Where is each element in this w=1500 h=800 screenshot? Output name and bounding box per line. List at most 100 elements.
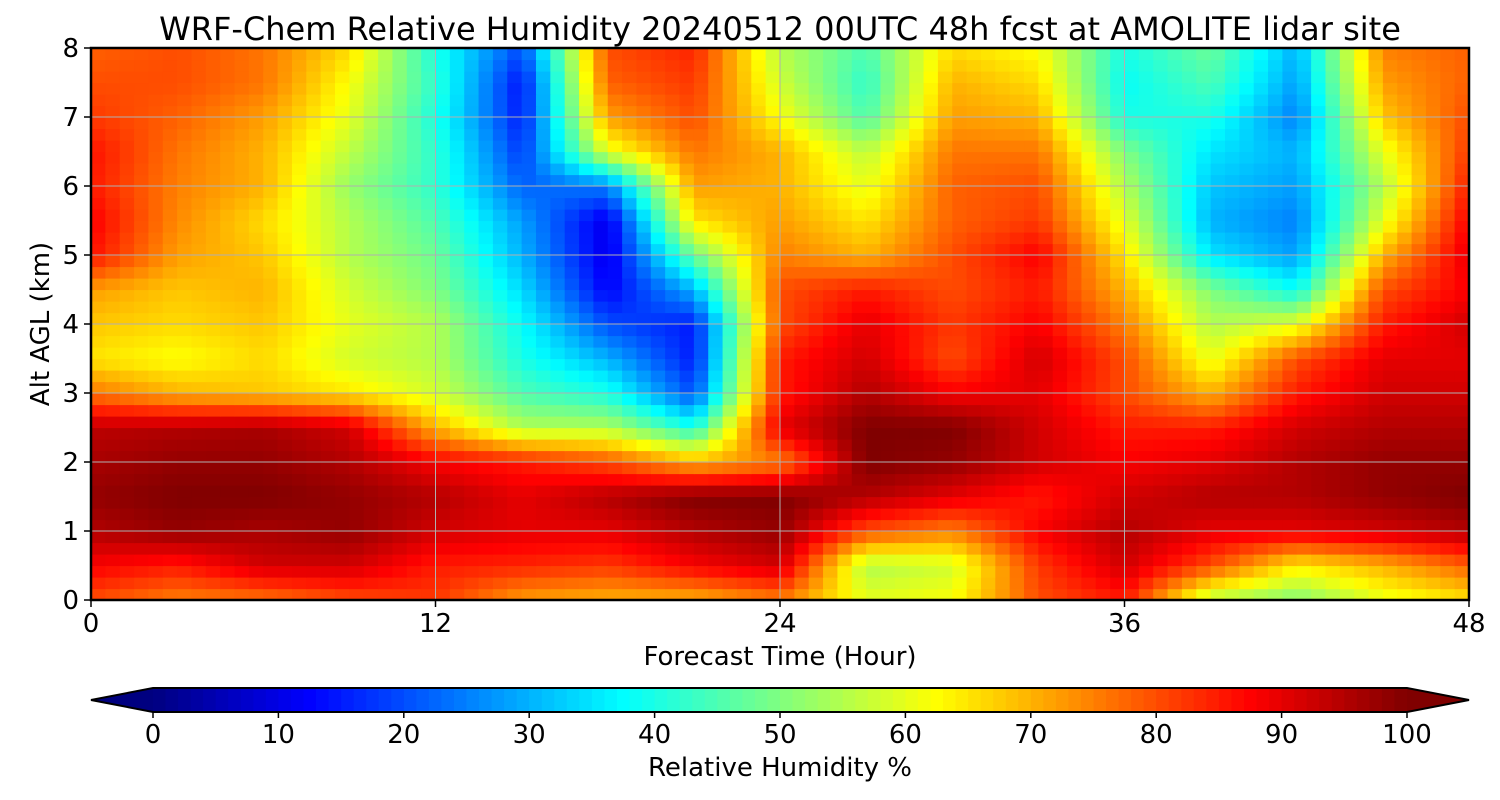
- heatmap-cell: [1124, 151, 1140, 164]
- heatmap-cell: [1052, 381, 1068, 394]
- heatmap-cell: [306, 588, 322, 600]
- heatmap-cell: [923, 416, 939, 429]
- heatmap-cell: [794, 404, 810, 417]
- heatmap-cell: [1081, 462, 1097, 475]
- heatmap-cell: [1067, 232, 1083, 245]
- heatmap-cell: [335, 140, 350, 153]
- heatmap-cell: [736, 393, 752, 406]
- heatmap-cell: [1454, 151, 1469, 164]
- heatmap-cell: [1354, 94, 1370, 107]
- heatmap-cell: [1196, 71, 1212, 84]
- heatmap-cell: [808, 577, 824, 590]
- heatmap-cell: [1325, 209, 1341, 222]
- heatmap-cell: [1110, 163, 1126, 176]
- heatmap-cell: [320, 289, 336, 302]
- heatmap-cell: [320, 324, 336, 337]
- heatmap-cell: [622, 393, 638, 406]
- heatmap-cell: [478, 347, 494, 360]
- heatmap-cell: [693, 358, 709, 371]
- heatmap-cell: [1397, 105, 1413, 118]
- heatmap-cell: [1095, 232, 1111, 245]
- heatmap-cell: [1167, 588, 1183, 600]
- heatmap-cell: [1181, 565, 1197, 578]
- heatmap-cell: [995, 94, 1011, 107]
- heatmap-cell: [708, 324, 724, 337]
- heatmap-cell: [492, 531, 508, 544]
- heatmap-cell: [765, 324, 781, 337]
- heatmap-cell: [866, 542, 882, 555]
- heatmap-cell: [1224, 347, 1240, 360]
- heatmap-cell: [1210, 140, 1226, 153]
- heatmap-cell: [378, 496, 394, 509]
- heatmap-cell: [234, 209, 250, 222]
- heatmap-cell: [1311, 370, 1327, 383]
- heatmap-cell: [751, 94, 767, 107]
- heatmap-cell: [736, 255, 752, 268]
- heatmap-cell: [507, 197, 523, 210]
- heatmap-cell: [564, 381, 580, 394]
- heatmap-cell: [1268, 186, 1283, 199]
- heatmap-cell: [1138, 301, 1154, 314]
- heatmap-cell: [335, 163, 350, 176]
- heatmap-cell: [1024, 48, 1039, 61]
- heatmap-cell: [837, 186, 853, 199]
- heatmap-cell: [794, 347, 810, 360]
- heatmap-cell: [650, 71, 666, 84]
- heatmap-cell: [1311, 174, 1327, 187]
- heatmap-cell: [392, 496, 408, 509]
- heatmap-cell: [205, 416, 221, 429]
- heatmap-cell: [392, 140, 408, 153]
- heatmap-cell: [894, 140, 910, 153]
- colorbar-segment: [290, 688, 305, 712]
- heatmap-cell: [1024, 588, 1039, 600]
- heatmap-cell: [1138, 266, 1154, 279]
- heatmap-cell: [823, 186, 839, 199]
- heatmap-cell: [937, 588, 953, 600]
- heatmap-cell: [650, 151, 666, 164]
- heatmap-cell: [765, 48, 781, 61]
- heatmap-cell: [349, 151, 365, 164]
- heatmap-cell: [622, 128, 638, 141]
- heatmap-cell: [1138, 232, 1154, 245]
- heatmap-cell: [105, 370, 121, 383]
- heatmap-cell: [349, 301, 365, 314]
- colorbar-segment: [441, 688, 455, 712]
- heatmap-cell: [1167, 117, 1183, 130]
- heatmap-cell: [1038, 358, 1054, 371]
- heatmap-cell: [91, 117, 106, 130]
- heatmap-cell: [593, 531, 609, 544]
- heatmap-cell: [1081, 174, 1097, 187]
- heatmap-cell: [349, 335, 365, 348]
- heatmap-cell: [1253, 71, 1269, 84]
- heatmap-cell: [406, 289, 422, 302]
- heatmap-cell: [794, 48, 810, 61]
- heatmap-cell: [1368, 531, 1384, 544]
- heatmap-cell: [205, 278, 221, 291]
- heatmap-cell: [1253, 220, 1269, 233]
- heatmap-cell: [105, 71, 121, 84]
- heatmap-cell: [1296, 278, 1312, 291]
- heatmap-cell: [277, 370, 293, 383]
- heatmap-cell: [736, 416, 752, 429]
- heatmap-cell: [622, 220, 638, 233]
- heatmap-cell: [1009, 519, 1025, 532]
- heatmap-cell: [406, 358, 422, 371]
- heatmap-cell: [363, 151, 379, 164]
- heatmap-cell: [363, 163, 379, 176]
- heatmap-cell: [607, 174, 623, 187]
- heatmap-cell: [808, 393, 824, 406]
- heatmap-cell: [205, 94, 221, 107]
- heatmap-cell: [464, 232, 480, 245]
- heatmap-cell: [736, 347, 752, 360]
- heatmap-cell: [277, 209, 293, 222]
- heatmap-cell: [1239, 485, 1255, 498]
- heatmap-cell: [263, 496, 279, 509]
- heatmap-cell: [1296, 508, 1312, 521]
- heatmap-cell: [378, 324, 394, 337]
- heatmap-cell: [392, 163, 408, 176]
- heatmap-cell: [794, 117, 810, 130]
- heatmap-cell: [808, 151, 824, 164]
- heatmap-cell: [722, 427, 738, 440]
- heatmap-cell: [1382, 542, 1398, 555]
- heatmap-cell: [550, 105, 566, 118]
